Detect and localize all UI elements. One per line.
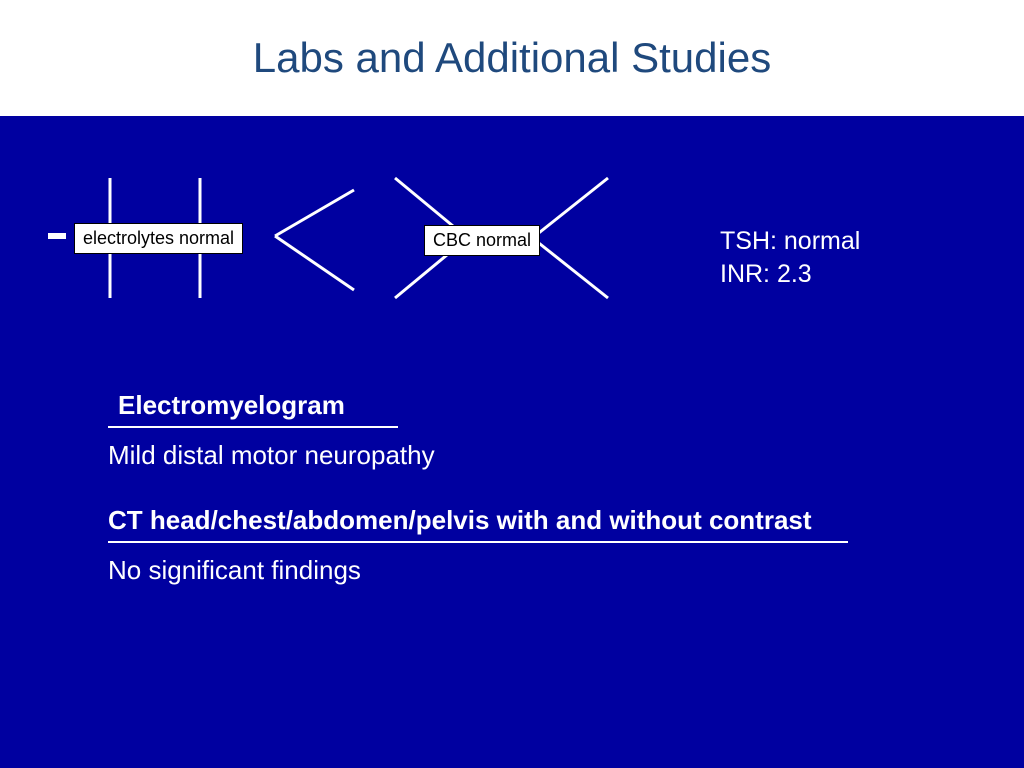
- ct-heading: CT head/chest/abdomen/pelvis with and wi…: [108, 505, 812, 536]
- inr-value: INR: 2.3: [720, 258, 860, 291]
- slide-root: Labs and Additional Studies electrolytes…: [0, 0, 1024, 768]
- lab-values-block: TSH: normal INR: 2.3: [720, 225, 860, 290]
- emg-underline: [108, 426, 398, 428]
- emg-body: Mild distal motor neuropathy: [108, 440, 435, 471]
- emg-heading: Electromyelogram: [118, 390, 345, 421]
- tsh-value: TSH: normal: [720, 225, 860, 258]
- ct-body: No significant findings: [108, 555, 361, 586]
- ct-underline: [108, 541, 848, 543]
- diagram-lines: [0, 0, 1024, 768]
- electrolytes-label-box: electrolytes normal: [74, 223, 243, 254]
- cbc-label-box: CBC normal: [424, 225, 540, 256]
